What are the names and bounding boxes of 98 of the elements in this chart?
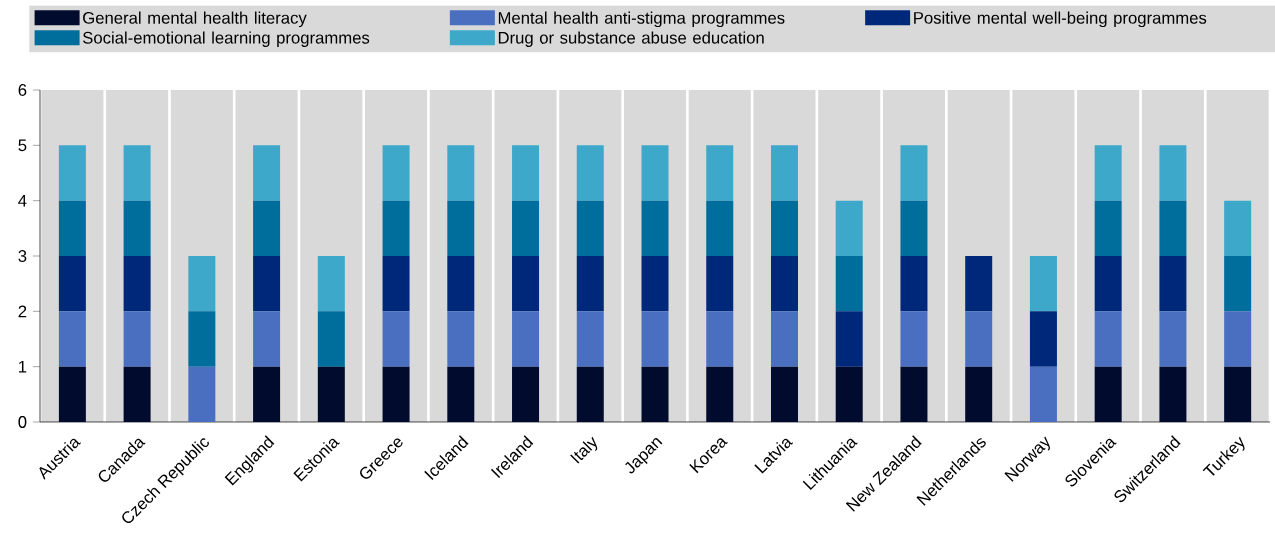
bar bbox=[447, 200, 475, 257]
bar bbox=[770, 311, 798, 367]
bar bbox=[641, 200, 669, 257]
bar bbox=[576, 200, 604, 257]
legend-label: Positive mental well-being programmes bbox=[914, 11, 1207, 28]
bar bbox=[253, 256, 281, 312]
bar bbox=[1094, 366, 1122, 422]
y-tick-label: 1 bbox=[19, 360, 27, 373]
bar bbox=[58, 200, 86, 257]
bar bbox=[123, 256, 151, 312]
bar bbox=[835, 256, 863, 312]
bar bbox=[1094, 311, 1122, 367]
bar bbox=[900, 366, 928, 422]
bar bbox=[900, 256, 928, 312]
bar bbox=[770, 200, 798, 257]
bar bbox=[706, 366, 734, 422]
bar bbox=[1224, 366, 1252, 422]
bar bbox=[58, 256, 86, 312]
bar bbox=[512, 200, 540, 257]
bar bbox=[835, 311, 863, 367]
bar bbox=[706, 311, 734, 367]
bar bbox=[382, 145, 410, 201]
bar bbox=[253, 200, 281, 257]
bar bbox=[835, 200, 863, 257]
bar bbox=[900, 311, 928, 367]
legend-label: Drug or substance abuse education bbox=[498, 31, 764, 47]
bar bbox=[1159, 145, 1187, 201]
bar bbox=[1159, 200, 1187, 257]
bar bbox=[123, 145, 151, 201]
bar bbox=[382, 366, 410, 422]
bar bbox=[965, 256, 993, 312]
bar bbox=[382, 200, 410, 257]
y-tick-label: 3 bbox=[18, 250, 27, 262]
bar bbox=[447, 256, 475, 312]
bar bbox=[770, 145, 798, 201]
bar bbox=[512, 145, 540, 201]
bar bbox=[900, 200, 928, 257]
bar bbox=[447, 366, 475, 422]
bar bbox=[123, 200, 151, 257]
bar bbox=[641, 366, 669, 422]
bar bbox=[188, 256, 216, 312]
bar bbox=[641, 311, 669, 367]
y-tick-label: 0 bbox=[18, 416, 27, 428]
bar bbox=[1029, 256, 1057, 312]
bar bbox=[123, 366, 151, 422]
bar bbox=[253, 145, 281, 201]
bar bbox=[706, 256, 734, 312]
bar bbox=[835, 366, 863, 422]
bar bbox=[576, 256, 604, 312]
bar bbox=[1029, 366, 1057, 422]
bar bbox=[512, 366, 540, 422]
bar bbox=[706, 200, 734, 257]
y-tick-label: 2 bbox=[18, 305, 27, 318]
bar bbox=[770, 256, 798, 312]
legend-label: Social-emotional learning programmes bbox=[83, 31, 370, 47]
bar bbox=[382, 256, 410, 312]
bar bbox=[58, 366, 86, 422]
bar bbox=[1094, 256, 1122, 312]
bar bbox=[253, 311, 281, 367]
bar bbox=[1159, 366, 1187, 422]
bar bbox=[770, 366, 798, 422]
bar bbox=[900, 145, 928, 201]
bar bbox=[1159, 256, 1187, 312]
bar bbox=[965, 366, 993, 422]
bar bbox=[317, 366, 345, 422]
y-tick-label: 6 bbox=[18, 84, 27, 96]
bar bbox=[1094, 145, 1122, 201]
bar bbox=[123, 311, 151, 367]
bar bbox=[58, 311, 86, 367]
bar bbox=[641, 256, 669, 312]
bar bbox=[253, 366, 281, 422]
bar bbox=[317, 311, 345, 367]
bar bbox=[576, 366, 604, 422]
bar bbox=[512, 311, 540, 367]
bar bbox=[1094, 200, 1122, 257]
bar bbox=[641, 145, 669, 201]
bar bbox=[188, 311, 216, 367]
bar bbox=[1224, 311, 1252, 367]
bar bbox=[576, 145, 604, 201]
bar bbox=[706, 145, 734, 201]
bar bbox=[1029, 311, 1057, 367]
legend-label: Mental health anti-stigma programmes bbox=[498, 11, 785, 28]
bar bbox=[576, 311, 604, 367]
y-tick-label: 4 bbox=[18, 194, 27, 207]
bar bbox=[1159, 311, 1187, 367]
x-tick-label: Italy bbox=[570, 436, 598, 464]
bar bbox=[512, 256, 540, 312]
y-tick-label: 5 bbox=[18, 139, 27, 152]
bar bbox=[447, 145, 475, 201]
bar bbox=[58, 145, 86, 201]
bar bbox=[188, 366, 216, 422]
bar bbox=[382, 311, 410, 367]
legend-label: General mental health literacy bbox=[83, 11, 307, 28]
bar bbox=[317, 256, 345, 312]
bar bbox=[447, 311, 475, 367]
bar bbox=[1224, 256, 1252, 312]
bar bbox=[1224, 200, 1252, 257]
bar bbox=[965, 311, 993, 367]
